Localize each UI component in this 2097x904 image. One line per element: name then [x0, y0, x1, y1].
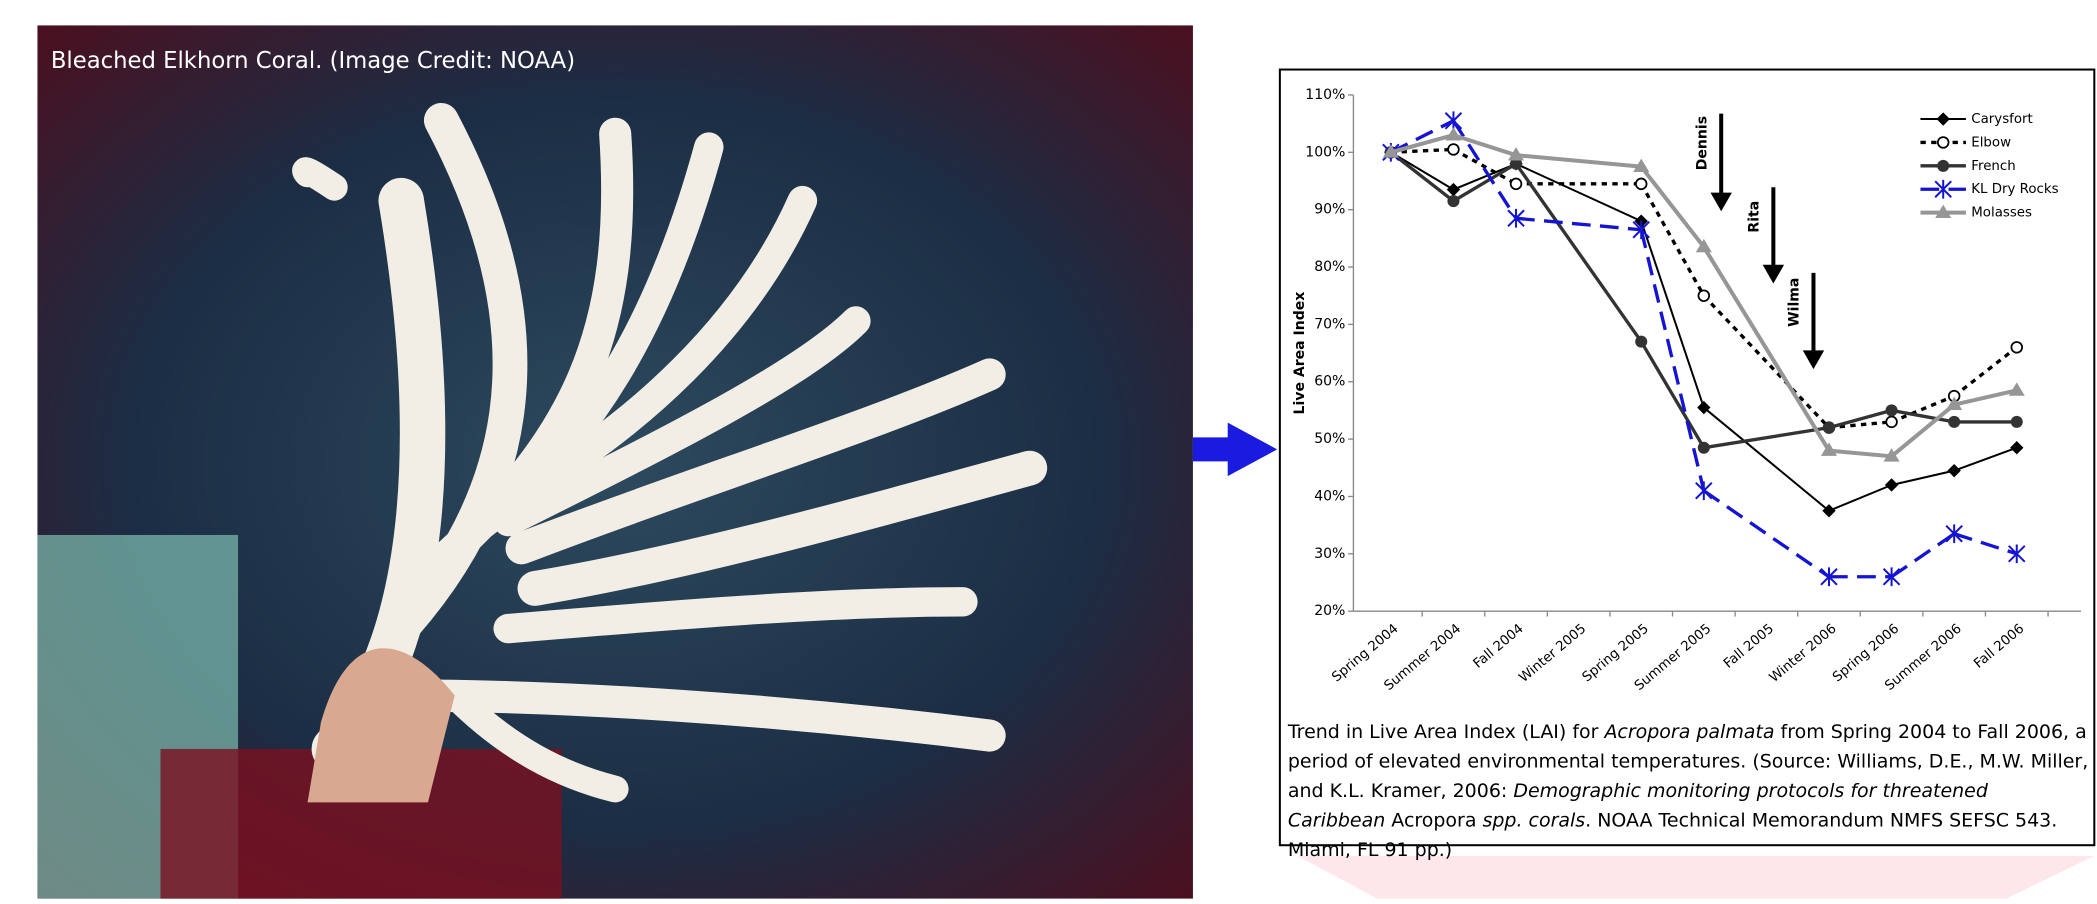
- marker: [1698, 290, 1709, 301]
- marker: [1886, 404, 1898, 416]
- caption-run: Trend in Live Area Index (LAI) for: [1288, 722, 1605, 743]
- page: {"photo_caption": "Bleached Elkhorn Cora…: [0, 0, 2097, 899]
- slide: Bleached Elkhorn Coral. (Image Credit: N…: [0, 0, 2097, 899]
- marker: [1448, 144, 1459, 155]
- y-tick-label: 110%: [1305, 87, 1345, 103]
- y-tick-label: 30%: [1314, 546, 1345, 562]
- marker: [1447, 195, 1459, 207]
- caption-run: Acropora: [1385, 810, 1482, 831]
- y-tick-label: 80%: [1314, 259, 1345, 275]
- photo-caption: Bleached Elkhorn Coral. (Image Credit: N…: [51, 48, 575, 74]
- chart-caption: Trend in Live Area Index (LAI) for Acrop…: [1288, 718, 2090, 865]
- annotation: Rita: [1747, 201, 1763, 233]
- y-tick-label: 70%: [1314, 316, 1345, 332]
- caption-run: Acropora palmata: [1604, 722, 1774, 743]
- y-axis-label: Live Area Index: [1292, 292, 1308, 415]
- legend-label: KL Dry Rocks: [1971, 182, 2058, 197]
- annotation: Wilma: [1787, 278, 1803, 327]
- marker: [1938, 137, 1949, 148]
- legend-label: Elbow: [1971, 135, 2011, 150]
- legend-label: Carysfort: [1971, 112, 2032, 127]
- y-tick-label: 100%: [1305, 144, 1345, 160]
- arrow: [1193, 423, 1277, 476]
- y-tick-label: 60%: [1314, 374, 1345, 390]
- marker: [1635, 336, 1647, 348]
- legend-label: French: [1971, 159, 2015, 174]
- y-tick-label: 20%: [1314, 603, 1345, 619]
- marker: [2011, 342, 2022, 353]
- marker: [1948, 416, 1960, 428]
- marker: [1698, 442, 1710, 454]
- annotation: Dennis: [1694, 116, 1710, 170]
- legend-label: Molasses: [1971, 206, 2032, 221]
- marker: [1511, 179, 1522, 190]
- marker: [1886, 417, 1897, 428]
- marker: [1937, 160, 1949, 172]
- caption-run: spp. corals: [1482, 810, 1585, 831]
- y-tick-label: 50%: [1314, 431, 1345, 447]
- photo: [37, 25, 1192, 898]
- marker: [2011, 416, 2023, 428]
- y-tick-label: 90%: [1314, 202, 1345, 218]
- y-tick-label: 40%: [1314, 488, 1345, 504]
- marker: [1636, 179, 1647, 190]
- marker: [1823, 422, 1835, 434]
